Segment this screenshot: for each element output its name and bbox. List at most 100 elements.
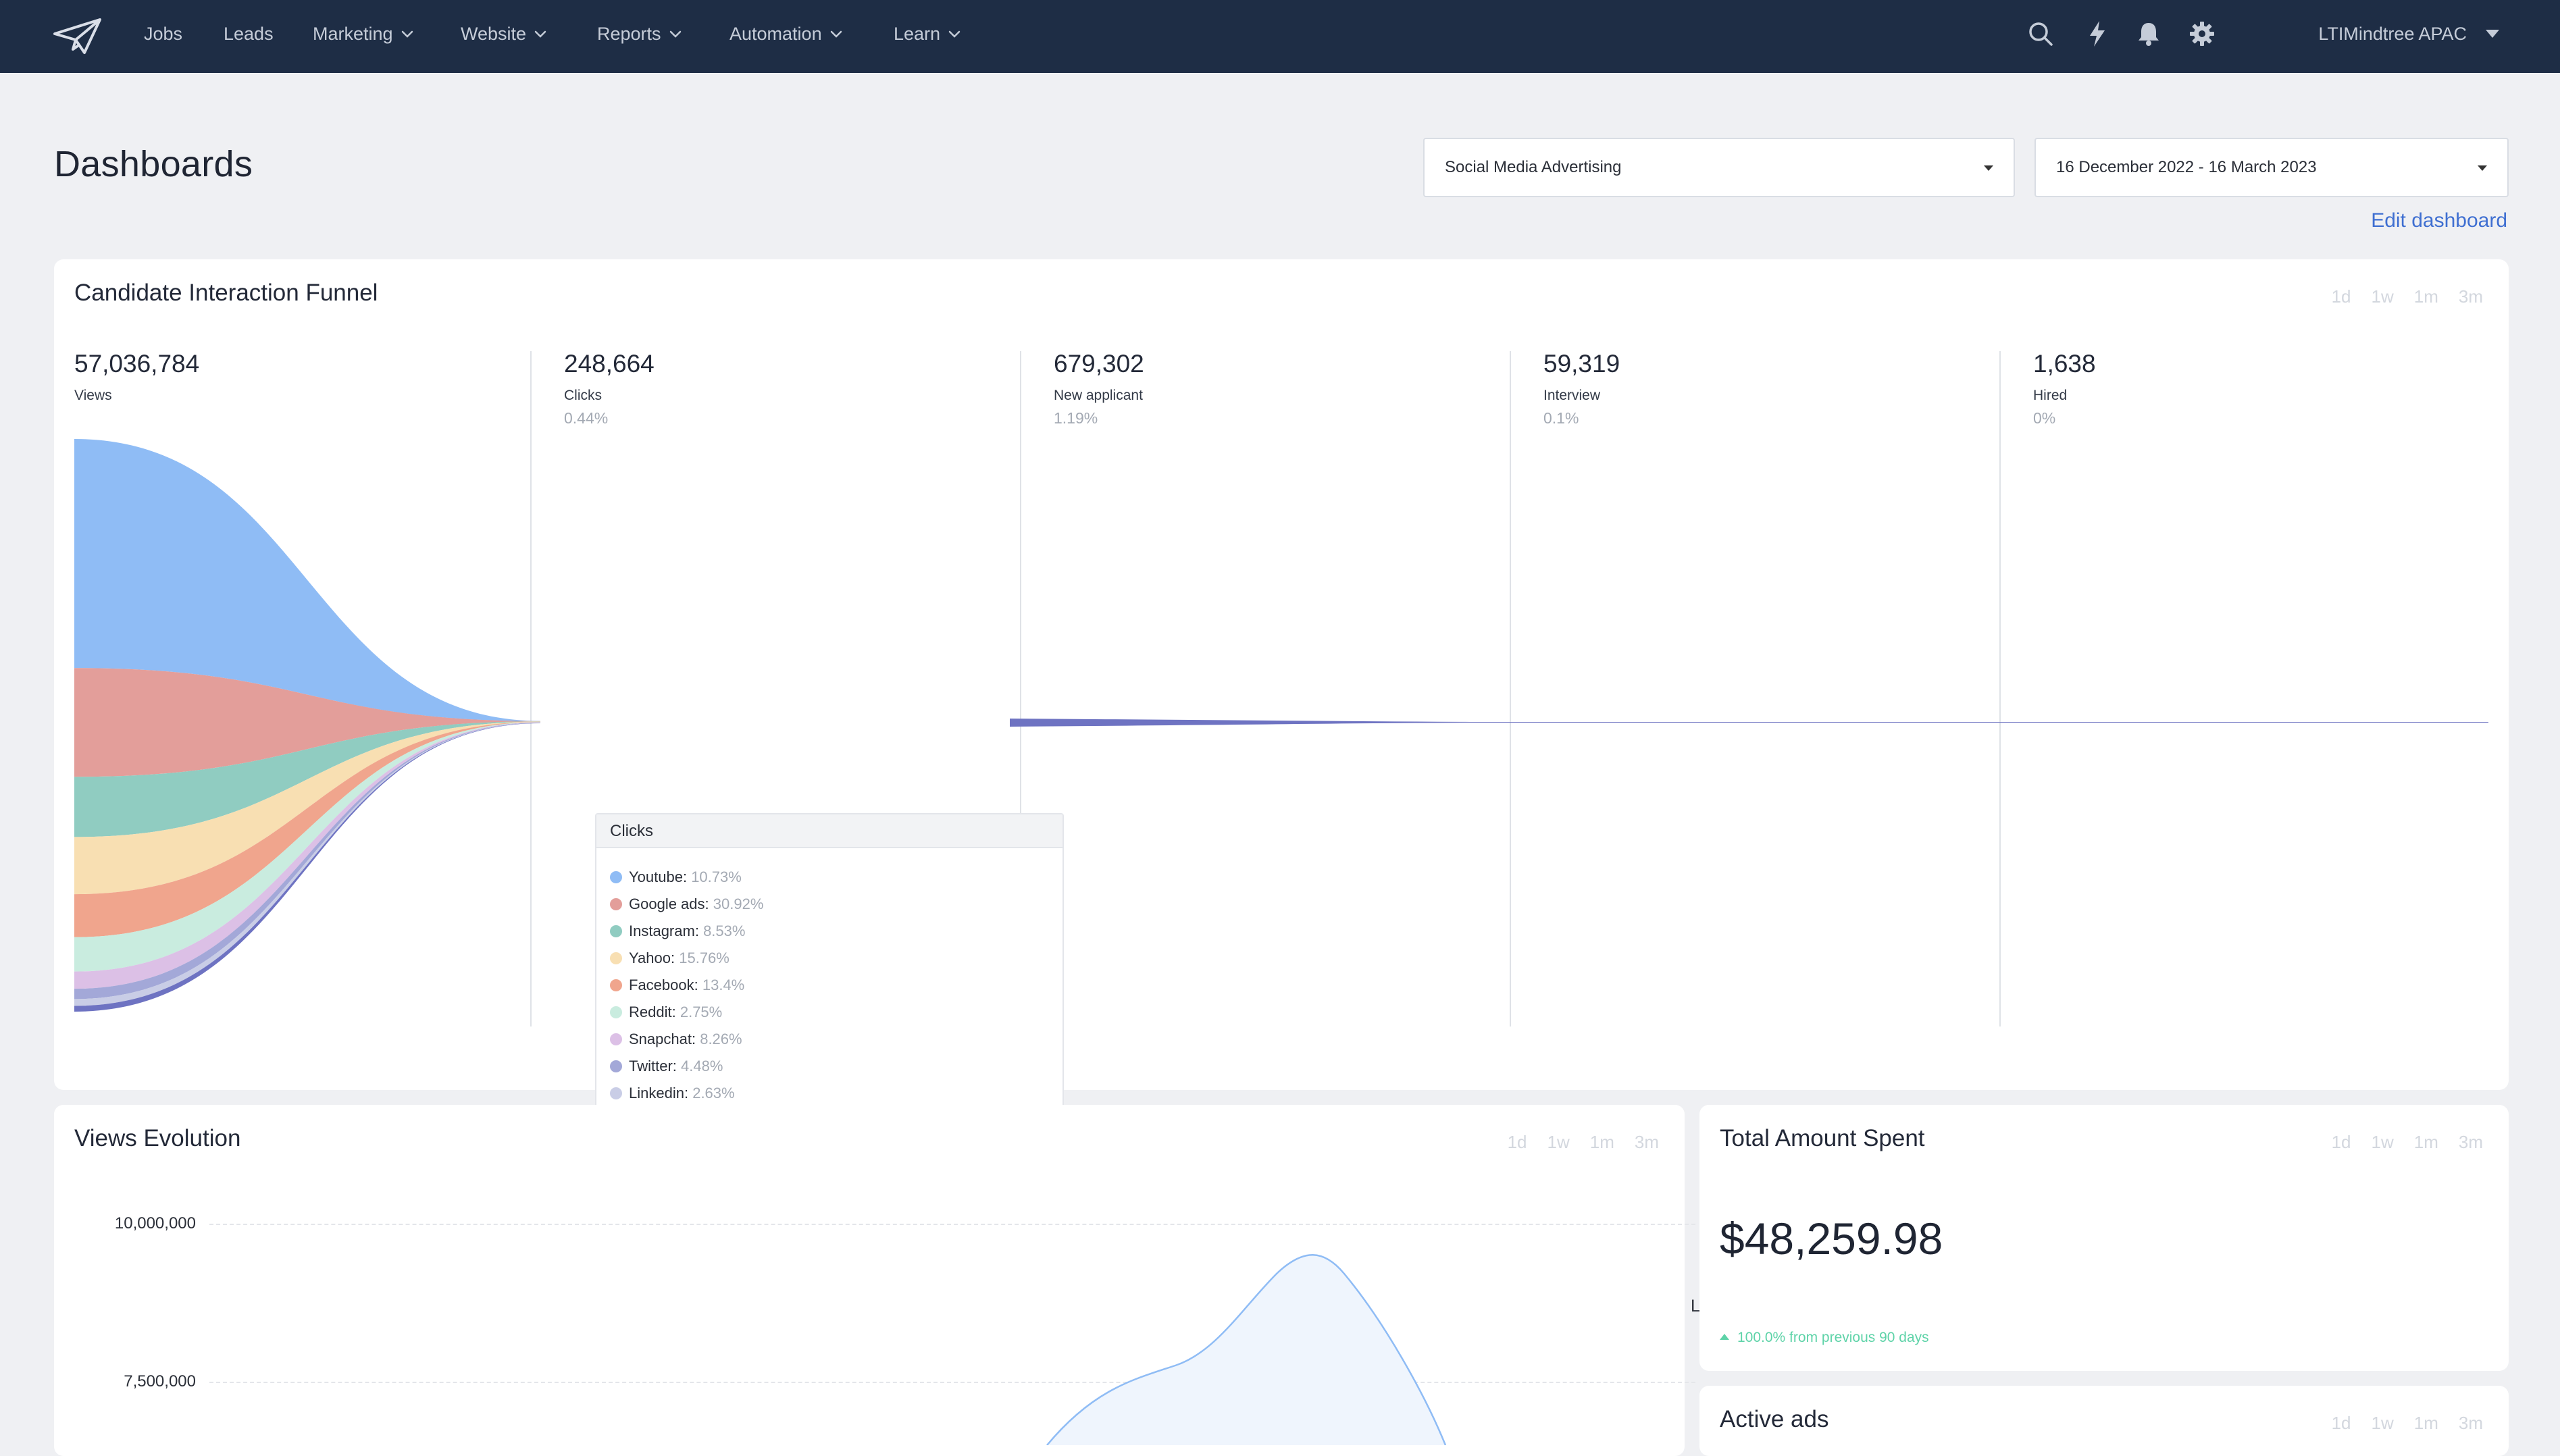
range-1m[interactable]: 1m xyxy=(2413,286,2438,307)
chevron-down-icon xyxy=(401,30,413,38)
page-title: Dashboards xyxy=(54,144,253,184)
edit-dashboard-link[interactable]: Edit dashboard xyxy=(2371,209,2507,232)
dashboard-select[interactable]: Social Media Advertising xyxy=(1423,138,2015,197)
tooltip-series-percent: 8.26% xyxy=(700,1031,742,1047)
tooltip-series-name: Youtube: xyxy=(629,868,688,885)
y-tick-label: 10,000,000 xyxy=(114,1214,196,1232)
stage-divider xyxy=(1999,351,2001,1026)
nav-item-label: Leads xyxy=(224,24,274,44)
tooltip-row: Facebook: 13.4% xyxy=(610,977,744,994)
tooltip-series-name: Snapchat: xyxy=(629,1031,696,1047)
tooltip-series-name: Twitter: xyxy=(629,1058,677,1074)
paper-plane-logo-icon[interactable] xyxy=(53,18,103,55)
tooltip-series-percent: 4.48% xyxy=(681,1058,723,1074)
nav-item-website[interactable]: Website xyxy=(461,0,548,73)
range-1d[interactable]: 1d xyxy=(2331,1413,2351,1433)
caret-down-icon xyxy=(2478,165,2487,171)
nav-item-reports[interactable]: Reports xyxy=(597,0,683,73)
funnel-stream-youtube[interactable] xyxy=(74,439,540,721)
change-indicator: 100.0% from previous 90 days xyxy=(1720,1330,1929,1346)
gear-icon[interactable] xyxy=(2187,19,2217,49)
range-selector: 1d 1w 1m 3m xyxy=(2311,286,2483,307)
account-menu[interactable]: LTIMindtree APAC xyxy=(2318,0,2499,73)
nav-item-leads[interactable]: Leads xyxy=(224,0,274,73)
nav-item-jobs[interactable]: Jobs xyxy=(144,0,182,73)
funnel-stream-yahoo[interactable] xyxy=(74,721,540,895)
tooltip-series-percent: 8.53% xyxy=(703,922,746,939)
nav-item-marketing[interactable]: Marketing xyxy=(313,0,415,73)
tooltip-series-name: Yahoo: xyxy=(629,950,675,966)
range-1w[interactable]: 1w xyxy=(2371,286,2394,307)
nav-item-automation[interactable]: Automation xyxy=(729,0,844,73)
funnel-chart[interactable] xyxy=(54,259,2509,1090)
nav-item-label: Jobs xyxy=(144,24,183,44)
views-area-line xyxy=(1046,1254,1447,1445)
funnel-stream-google-ads[interactable] xyxy=(74,668,540,777)
funnel-stream-instagram[interactable] xyxy=(74,721,540,837)
range-1d[interactable]: 1d xyxy=(2331,1132,2351,1152)
stage-divider xyxy=(1510,351,1511,1026)
views-evolution-card: Views Evolution 1d 1w 1m 3m 10,000,000 7,50… xyxy=(54,1105,1695,1456)
chevron-down-icon xyxy=(948,30,961,38)
funnel-stream-linkedin[interactable] xyxy=(74,723,540,1006)
range-1m[interactable]: 1m xyxy=(2413,1132,2438,1152)
search-icon[interactable] xyxy=(2026,19,2055,49)
funnel-stream-facebook[interactable] xyxy=(74,721,540,937)
series-color-dot xyxy=(610,979,622,991)
stage-percent: 1.19% xyxy=(1054,409,1098,427)
range-1d[interactable]: 1d xyxy=(2331,286,2351,307)
range-3m[interactable]: 3m xyxy=(2458,286,2483,307)
gridline xyxy=(209,1224,1695,1225)
series-color-dot xyxy=(610,925,622,937)
tooltip-row: Linkedin: 2.63% xyxy=(610,1085,735,1102)
funnel-stream-other[interactable] xyxy=(74,723,540,1012)
total-amount-value: $48,259.98 xyxy=(1720,1214,1943,1264)
lightning-icon[interactable] xyxy=(2082,19,2112,49)
stage-label: Interview xyxy=(1543,388,1601,403)
stage-label: Views xyxy=(74,388,112,403)
chevron-down-icon xyxy=(830,30,842,38)
tooltip-series-percent: 15.76% xyxy=(679,950,729,966)
range-selector: 1d 1w 1m 3m xyxy=(1487,1132,1659,1153)
range-1d[interactable]: 1d xyxy=(1507,1132,1527,1152)
tooltip-row: Reddit: 2.75% xyxy=(610,1004,722,1021)
range-1m[interactable]: 1m xyxy=(1589,1132,1614,1152)
range-selector: 1d 1w 1m 3m xyxy=(2311,1132,2483,1153)
tooltip-row: Youtube: 10.73% xyxy=(610,868,742,886)
chevron-down-icon xyxy=(534,30,546,38)
funnel-stream-reddit[interactable] xyxy=(74,722,540,972)
series-color-dot xyxy=(610,1060,622,1072)
nav-item-learn[interactable]: Learn xyxy=(894,0,962,73)
top-navigation-bar: Jobs Leads Marketing Website Reports Automati… xyxy=(0,0,2560,73)
funnel-stream-twitter[interactable] xyxy=(74,722,540,999)
range-1w[interactable]: 1w xyxy=(2371,1413,2394,1433)
stage-label: New applicant xyxy=(1054,388,1143,403)
tooltip-series-percent: 2.63% xyxy=(692,1085,735,1101)
clicks-tooltip: Clicks Youtube: 10.73% Google ads: 30.92%… xyxy=(595,813,1064,1153)
stage-divider xyxy=(530,351,532,1026)
caret-down-icon xyxy=(2486,29,2499,38)
funnel-stream-snapchat[interactable] xyxy=(74,722,540,989)
gridline xyxy=(209,1382,1695,1383)
tooltip-row: Google ads: 30.92% xyxy=(610,895,763,913)
range-3m[interactable]: 3m xyxy=(2458,1132,2483,1152)
stage-value: 1,638 xyxy=(2033,350,2096,378)
tooltip-row: Instagram: 8.53% xyxy=(610,922,745,940)
range-1w[interactable]: 1w xyxy=(1547,1132,1570,1152)
range-1m[interactable]: 1m xyxy=(2413,1413,2438,1433)
range-3m[interactable]: 3m xyxy=(2458,1413,2483,1433)
range-1w[interactable]: 1w xyxy=(2371,1132,2394,1152)
tooltip-series-name: Linkedin: xyxy=(629,1085,689,1101)
series-color-dot xyxy=(610,1006,622,1018)
tooltip-series-name: Instagram: xyxy=(629,922,699,939)
range-3m[interactable]: 3m xyxy=(1634,1132,1659,1152)
date-range-select[interactable]: 16 December 2022 - 16 March 2023 xyxy=(2034,138,2509,197)
dashboard-select-value: Social Media Advertising xyxy=(1445,158,1622,176)
bell-icon[interactable] xyxy=(2134,19,2164,49)
card-title: Candidate Interaction Funnel xyxy=(74,280,378,306)
tooltip-series-name: Facebook: xyxy=(629,977,698,993)
card-title: Total Amount Spent xyxy=(1720,1125,1925,1151)
card-title: Views Evolution xyxy=(74,1125,241,1151)
tooltip-series-percent: 30.92% xyxy=(713,895,764,912)
y-tick-label: 7,500,000 xyxy=(124,1372,196,1390)
